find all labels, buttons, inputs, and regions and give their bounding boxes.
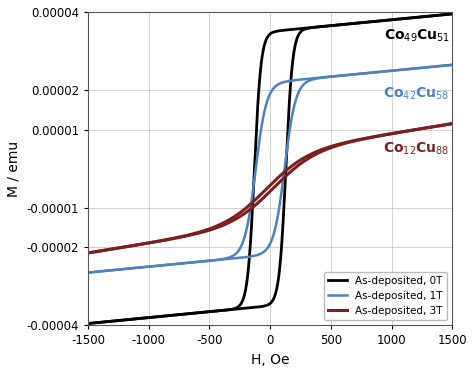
X-axis label: H, Oe: H, Oe [251, 353, 290, 367]
Text: Co$_{12}$Cu$_{88}$: Co$_{12}$Cu$_{88}$ [383, 141, 450, 157]
Text: Co$_{49}$Cu$_{51}$: Co$_{49}$Cu$_{51}$ [383, 27, 450, 44]
Text: Co$_{42}$Cu$_{58}$: Co$_{42}$Cu$_{58}$ [383, 86, 450, 102]
Y-axis label: M / emu: M / emu [7, 141, 21, 197]
Legend: As-deposited, 0T, As-deposited, 1T, As-deposited, 3T: As-deposited, 0T, As-deposited, 1T, As-d… [324, 272, 447, 320]
